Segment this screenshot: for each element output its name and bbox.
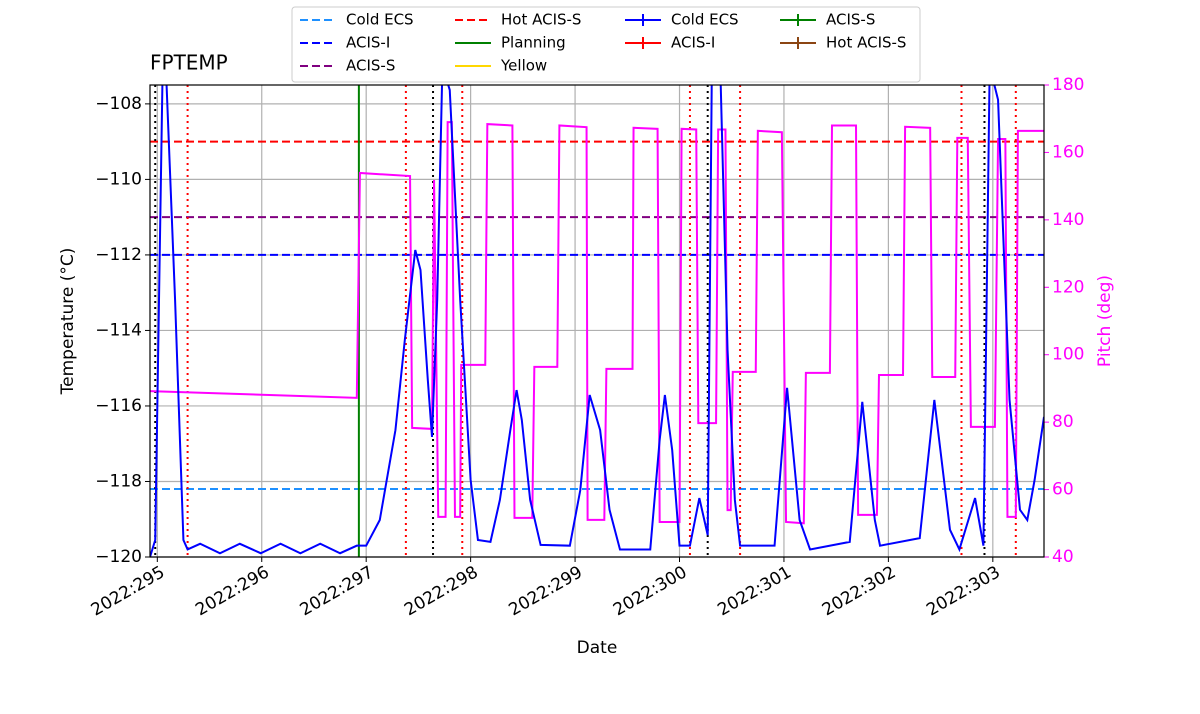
x-tick-label: 2022:300 — [610, 562, 691, 620]
legend-label: Cold ECS — [671, 11, 739, 29]
y-tick-label: −116 — [95, 396, 142, 416]
legend-label: Cold ECS — [346, 11, 414, 29]
chart-title: FPTEMP — [150, 51, 228, 75]
data-line — [150, 85, 1044, 557]
legend-label: Planning — [501, 34, 566, 52]
x-axis-label: Date — [577, 638, 618, 658]
y2-tick-label: 140 — [1052, 210, 1084, 230]
legend-label: Hot ACIS-S — [501, 11, 581, 29]
legend-label: ACIS-I — [346, 34, 390, 52]
x-tick-label: 2022:302 — [819, 562, 900, 620]
legend: Cold ECS ACIS-I ACIS-S Hot ACIS-S Planning Ye… — [291, 6, 921, 83]
y-tick-label: −110 — [95, 169, 142, 189]
x-tick-label: 2022:295 — [88, 562, 169, 620]
y2-tick-label: 40 — [1052, 547, 1074, 567]
y-tick-label: −114 — [95, 320, 142, 340]
y2-tick-label: 160 — [1052, 142, 1084, 162]
y-tick-label: −118 — [95, 471, 142, 491]
x-tick-label: 2022:299 — [506, 562, 587, 620]
legend-label: ACIS-S — [346, 57, 395, 75]
y-tick-label: −108 — [95, 94, 142, 114]
x-tick-label: 2022:303 — [923, 562, 1004, 620]
legend-label: ACIS-S — [826, 11, 875, 29]
legend-label: ACIS-I — [671, 34, 715, 52]
y2-axis-label: Pitch (deg) — [1095, 275, 1115, 367]
x-tick-label: 2022:297 — [297, 562, 378, 620]
plot-frame — [149, 84, 1045, 558]
legend-label: Hot ACIS-S — [826, 34, 906, 52]
legend-box — [291, 6, 921, 83]
x-tick-label: 2022:296 — [192, 562, 273, 620]
y2-tick-label: 120 — [1052, 277, 1084, 297]
grid — [150, 85, 1044, 558]
x-tick-label: 2022:298 — [401, 562, 482, 620]
x-tick-label: 2022:301 — [714, 562, 795, 620]
y2-tick-label: 60 — [1052, 480, 1074, 500]
y2-tick-label: 100 — [1052, 345, 1084, 365]
plot-area — [150, 85, 1044, 557]
legend-label: Yellow — [500, 57, 547, 75]
y-axis-label: Temperature (°C) — [58, 248, 78, 396]
y-tick-label: −120 — [95, 547, 142, 567]
data-line — [150, 121, 1044, 525]
y2-tick-label: 180 — [1052, 75, 1084, 95]
y2-tick-label: 80 — [1052, 412, 1074, 432]
y-tick-label: −112 — [95, 245, 142, 265]
